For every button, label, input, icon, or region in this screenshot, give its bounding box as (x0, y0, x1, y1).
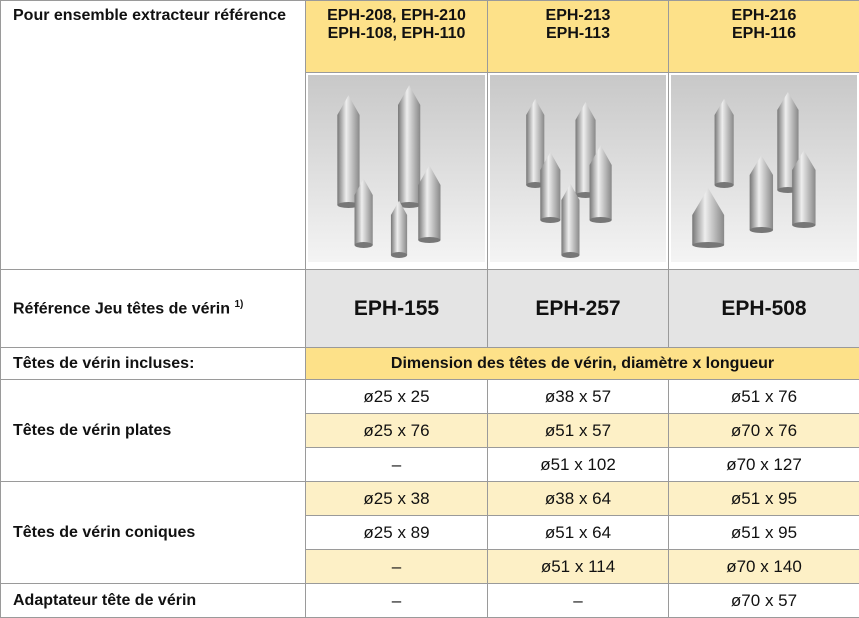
reference-value: EPH-257 (488, 270, 669, 348)
dimension-cell: ø70 x 76 (669, 414, 859, 448)
group-label: Têtes de vérin plates (1, 380, 306, 482)
dimension-cell: ø51 x 95 (669, 516, 859, 550)
dimension-cell: ø70 x 140 (669, 550, 859, 584)
group-label: Têtes de vérin coniques (1, 482, 306, 584)
reference-value: EPH-508 (669, 270, 859, 348)
dimension-cell: ø38 x 64 (488, 482, 669, 516)
group-label: Adaptateur tête de vérin (1, 584, 306, 618)
dimension-cell: ø51 x 64 (488, 516, 669, 550)
dimension-cell: ø38 x 57 (488, 380, 669, 414)
dimension-cell: ø25 x 89 (306, 516, 488, 550)
dimension-cell: ø70 x 57 (669, 584, 859, 618)
dimension-cell: ø70 x 127 (669, 448, 859, 482)
dimension-cell: ø25 x 38 (306, 482, 488, 516)
reference-label-text: Référence Jeu têtes de vérin (13, 300, 230, 317)
dimension-cell: ø51 x 114 (488, 550, 669, 584)
product-photo (671, 75, 857, 262)
span-header: Dimension des têtes de vérin, diamètre x… (306, 348, 859, 380)
dimension-cell: ø51 x 102 (488, 448, 669, 482)
product-image (669, 73, 859, 270)
column-header: EPH-213 EPH-113 (488, 1, 669, 73)
dimension-cell: – (306, 584, 488, 618)
product-photo (308, 75, 485, 262)
product-photo (490, 75, 666, 262)
column-header: EPH-208, EPH-210 EPH-108, EPH-110 (306, 1, 488, 73)
dimension-cell: – (488, 584, 669, 618)
product-image (306, 73, 488, 270)
column-header: EPH-216 EPH-116 (669, 1, 859, 73)
header-title: Pour ensemble extracteur référence (1, 1, 306, 270)
dimension-cell: ø25 x 76 (306, 414, 488, 448)
dimension-cell: ø51 x 76 (669, 380, 859, 414)
dimension-cell: ø51 x 57 (488, 414, 669, 448)
dimension-cell: – (306, 448, 488, 482)
included-label: Têtes de vérin incluses: (1, 348, 306, 380)
footnote: 1) (234, 299, 243, 310)
product-image (488, 73, 669, 270)
dimension-cell: ø25 x 25 (306, 380, 488, 414)
dimension-cell: – (306, 550, 488, 584)
reference-value: EPH-155 (306, 270, 488, 348)
dimension-cell: ø51 x 95 (669, 482, 859, 516)
reference-label: Référence Jeu têtes de vérin 1) (1, 270, 306, 348)
